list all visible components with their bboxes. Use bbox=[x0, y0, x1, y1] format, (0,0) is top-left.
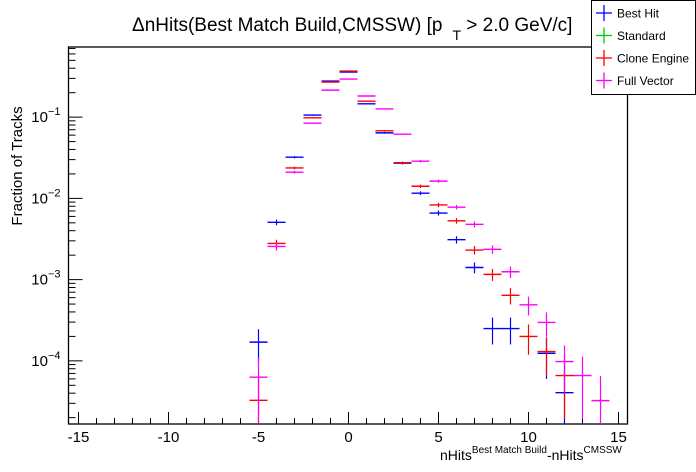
y-tick-base: 10 bbox=[31, 353, 48, 370]
data-point bbox=[303, 117, 322, 119]
y-tick-base: 10 bbox=[31, 190, 48, 207]
data-point bbox=[375, 108, 394, 110]
data-point bbox=[519, 296, 538, 316]
x-tick-label: 15 bbox=[610, 429, 627, 446]
data-point bbox=[465, 246, 484, 255]
data-point bbox=[501, 317, 520, 345]
data-point bbox=[249, 329, 268, 363]
y-tick-label: 10−3 bbox=[31, 269, 60, 289]
data-point bbox=[483, 268, 502, 281]
data-points bbox=[249, 70, 610, 424]
data-point bbox=[285, 170, 304, 174]
x-label-main1: nHits bbox=[440, 447, 472, 463]
data-point bbox=[429, 179, 448, 183]
legend-label: Full Vector bbox=[617, 74, 674, 88]
x-tick-label: 5 bbox=[434, 429, 442, 446]
series-clone-engine bbox=[249, 70, 574, 424]
data-point bbox=[537, 337, 556, 377]
data-point bbox=[483, 317, 502, 345]
data-point bbox=[339, 78, 358, 80]
data-point bbox=[321, 81, 340, 83]
y-tick-exp: −2 bbox=[48, 187, 61, 199]
legend-label: Standard bbox=[617, 29, 666, 43]
y-tick-exp: −4 bbox=[48, 350, 61, 362]
data-point bbox=[303, 122, 322, 124]
data-point bbox=[555, 345, 574, 393]
y-tick-label: 10−2 bbox=[31, 187, 60, 207]
x-tick-label: 10 bbox=[520, 429, 537, 446]
data-point bbox=[393, 133, 412, 136]
data-point bbox=[447, 218, 466, 224]
x-tick-label: -5 bbox=[252, 429, 265, 446]
legend-label: Best Hit bbox=[617, 7, 660, 21]
plot-frame bbox=[67, 46, 629, 425]
series-best-hit bbox=[249, 71, 574, 424]
data-point bbox=[285, 166, 304, 170]
legend-label: Clone Engine bbox=[617, 52, 689, 66]
data-point bbox=[357, 103, 376, 105]
data-point bbox=[321, 80, 340, 82]
data-point bbox=[411, 184, 430, 189]
data-point bbox=[501, 266, 520, 278]
data-point bbox=[303, 114, 322, 116]
y-tick-label: 10−4 bbox=[31, 350, 60, 370]
data-point bbox=[357, 95, 376, 97]
data-point bbox=[573, 356, 592, 419]
data-point bbox=[375, 130, 394, 132]
data-point bbox=[375, 132, 394, 134]
x-tick-label: 0 bbox=[344, 429, 352, 446]
y-tick-base: 10 bbox=[31, 272, 48, 289]
y-tick-base: 10 bbox=[31, 109, 48, 126]
data-point bbox=[591, 375, 610, 424]
data-point bbox=[339, 70, 358, 72]
x-tick-label: -10 bbox=[158, 429, 180, 446]
data-point bbox=[447, 204, 466, 210]
data-point bbox=[447, 236, 466, 244]
data-point bbox=[429, 210, 448, 216]
legend-box bbox=[591, 0, 696, 95]
data-point bbox=[285, 156, 304, 159]
data-point bbox=[411, 191, 430, 196]
data-point bbox=[501, 288, 520, 305]
data-point bbox=[393, 161, 412, 164]
title-prefix: ΔnHits(Best Match Build,CMSSW) [p bbox=[132, 15, 442, 36]
data-point bbox=[339, 71, 358, 73]
x-tick-label: -15 bbox=[68, 429, 90, 446]
y-tick-exp: −1 bbox=[48, 106, 61, 118]
y-axis-label: Fraction of Tracks bbox=[9, 106, 26, 225]
x-label-main2: -nHits bbox=[547, 447, 584, 463]
x-label-sup1: Best Match Build bbox=[472, 445, 547, 456]
data-point bbox=[519, 324, 538, 355]
data-point bbox=[321, 89, 340, 91]
data-point bbox=[267, 242, 286, 251]
data-point bbox=[429, 202, 448, 208]
x-label-sup2: CMSSW bbox=[584, 445, 623, 456]
data-point bbox=[465, 262, 484, 274]
chart-title: ΔnHits(Best Match Build,CMSSW) [p T > 2.0… bbox=[132, 15, 572, 43]
data-point bbox=[357, 100, 376, 102]
data-point bbox=[411, 160, 430, 163]
title-suffix: > 2.0 GeV/c] bbox=[461, 15, 572, 36]
x-axis-label: nHitsBest Match Build-nHitsCMSSW bbox=[440, 445, 622, 463]
data-point bbox=[267, 219, 286, 226]
legend: Best Hit Standard Clone Engine Full Vector bbox=[591, 0, 696, 95]
series-full-vector bbox=[249, 78, 610, 424]
data-point bbox=[465, 221, 484, 228]
y-tick-exp: −3 bbox=[48, 269, 61, 281]
data-point bbox=[537, 312, 556, 337]
data-point bbox=[249, 357, 268, 423]
data-point bbox=[483, 245, 502, 254]
y-tick-label: 10−1 bbox=[31, 106, 60, 126]
title-subscript: T bbox=[452, 27, 461, 43]
